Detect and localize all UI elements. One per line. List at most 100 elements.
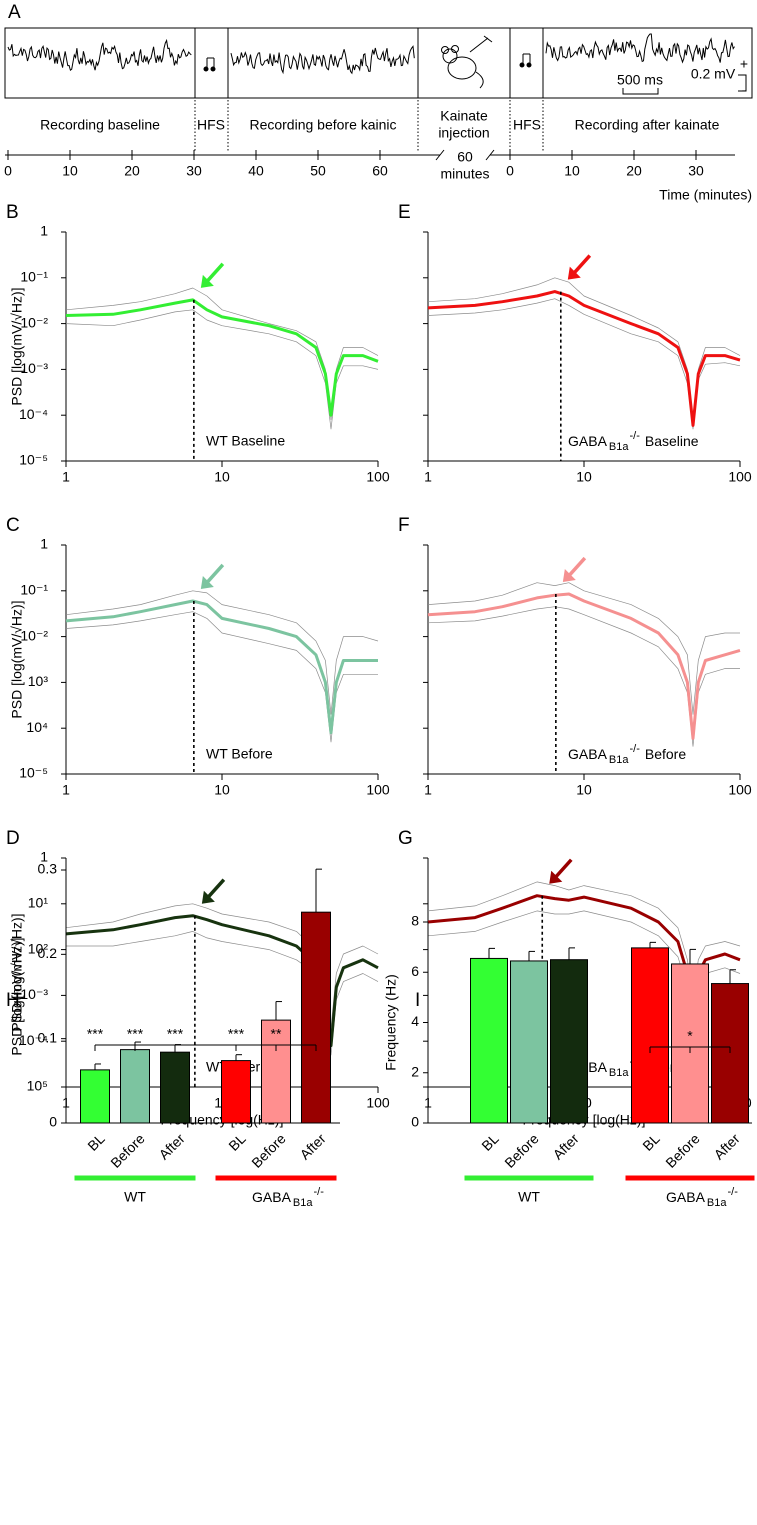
polarity-plus: + xyxy=(740,56,748,72)
panel-annotation-rest: Baseline xyxy=(645,433,699,449)
arrow-head xyxy=(201,890,215,904)
scale-bar xyxy=(622,74,747,95)
x-tick-label: After xyxy=(156,1130,188,1162)
panel-label: F xyxy=(398,515,410,536)
psd-line xyxy=(427,881,741,1001)
bar xyxy=(671,963,709,1124)
time-tick-label: 50 xyxy=(310,163,326,179)
axis-break xyxy=(435,149,495,161)
y-tick-label: 0 xyxy=(49,1114,57,1130)
y-tick-label: 0.2 xyxy=(38,945,58,961)
segment-label: Recording after kainate xyxy=(575,117,720,133)
panel-label: D xyxy=(6,828,20,849)
eeg-trace xyxy=(7,38,192,72)
significance-label: *** xyxy=(228,1026,245,1042)
panel-label: A xyxy=(8,2,21,23)
group-label-base: GABA xyxy=(252,1189,292,1205)
bar xyxy=(120,1049,150,1124)
x-tick-label: 100 xyxy=(366,782,390,798)
arrow-head xyxy=(549,870,563,884)
x-tick-label: Before xyxy=(501,1130,542,1171)
bar xyxy=(261,1019,291,1124)
psd-line xyxy=(65,309,379,430)
x-tick-label: 1 xyxy=(62,469,70,485)
panel-label: B xyxy=(6,202,19,223)
arrow-head xyxy=(567,266,581,280)
x-tick-label: BL xyxy=(84,1130,108,1154)
time-tick-label: 0 xyxy=(506,163,514,179)
x-tick-label: 10 xyxy=(576,469,592,485)
time-axis-label: Time (minutes) xyxy=(659,187,752,203)
y-tick-label: 10⁻⁵ xyxy=(19,765,48,781)
psd-line xyxy=(65,298,379,417)
y-tick-label: 10⁴ xyxy=(26,719,48,735)
psd-line xyxy=(427,298,741,430)
y-tick-label: 10¹ xyxy=(28,895,49,911)
panel-annotation: WT Baseline xyxy=(206,433,285,449)
panel-annotation: GABA B1a-/- Baseline xyxy=(568,430,699,453)
y-tick-label: 0.1 xyxy=(38,1029,58,1045)
group-label-sup: -/- xyxy=(313,1186,324,1198)
y-axis-label: PSD [log(mV/√Hz)] xyxy=(9,287,25,405)
y-axis-label: PSD [log(mV/√Hz)] xyxy=(9,913,25,1031)
psd-line xyxy=(65,903,379,1028)
x-tick-label: 10 xyxy=(214,782,230,798)
segment-label: injection xyxy=(438,125,489,141)
panel-annotation-sub: B1a xyxy=(609,1067,629,1079)
y-tick-label: 10⁻¹ xyxy=(20,582,48,598)
panel-label: C xyxy=(6,515,20,536)
psd-line xyxy=(427,290,741,427)
time-tick-label: 60 xyxy=(372,163,388,179)
panel-annotation-sub: B1a xyxy=(609,754,629,766)
panel-annotation-sub: B1a xyxy=(609,441,629,453)
polarity-minus: - xyxy=(742,82,747,98)
bar xyxy=(301,911,331,1124)
y-tick-label: 10⁻² xyxy=(20,627,48,643)
group-label-sub: B1a xyxy=(293,1197,313,1209)
x-tick-label: 100 xyxy=(728,469,752,485)
y-tick-label: 0.3 xyxy=(38,861,58,877)
time-tick-label: 20 xyxy=(626,163,642,179)
segment-label: Recording baseline xyxy=(40,117,160,133)
time-tick-label: 40 xyxy=(248,163,264,179)
x-tick-label: 1 xyxy=(62,782,70,798)
bar xyxy=(160,1051,190,1124)
x-tick-label: 1 xyxy=(424,782,432,798)
y-axis-label: PSD [log(mV/√Hz)] xyxy=(9,937,25,1055)
y-tick-label: 10⁻³ xyxy=(20,360,48,376)
panel-annotation-rest: Before xyxy=(645,746,686,762)
scale-voltage-label: 0.2 mV xyxy=(691,66,736,82)
panel-label: H xyxy=(6,990,20,1011)
group-label: GABA B1a-/- xyxy=(666,1186,738,1209)
psd-line xyxy=(65,611,378,743)
group-label: GABA B1a-/- xyxy=(252,1186,324,1209)
significance-label: * xyxy=(687,1028,693,1044)
y-tick-label: 10² xyxy=(28,940,49,956)
gap-label: minutes xyxy=(440,166,489,182)
time-tick-label: 30 xyxy=(688,163,704,179)
x-tick-label: 10 xyxy=(214,469,230,485)
y-tick-label: 10⁻² xyxy=(20,314,48,330)
y-tick-label: 0 xyxy=(411,1114,419,1130)
psd-line xyxy=(427,606,740,747)
x-tick-label: BL xyxy=(639,1130,663,1154)
time-tick-label: 0 xyxy=(4,163,12,179)
panel-label: G xyxy=(398,828,413,849)
arrow-head xyxy=(562,569,576,583)
bar xyxy=(510,960,548,1124)
panel-annotation: WT Before xyxy=(206,746,273,762)
bar xyxy=(711,983,749,1124)
significance-label: *** xyxy=(167,1026,184,1042)
y-tick-label: 10⁻⁴ xyxy=(19,1032,48,1048)
group-label-sub: B1a xyxy=(707,1197,727,1209)
segment-label: HFS xyxy=(197,117,225,133)
y-tick-label: 1 xyxy=(40,849,48,865)
bar xyxy=(470,957,508,1124)
group-label-base: GABA xyxy=(666,1189,706,1205)
recording-box xyxy=(4,27,753,99)
significance-label: *** xyxy=(87,1026,104,1042)
mouse-icon xyxy=(441,35,493,89)
time-tick-label: 10 xyxy=(564,163,580,179)
y-tick-label: 4 xyxy=(411,1013,419,1029)
